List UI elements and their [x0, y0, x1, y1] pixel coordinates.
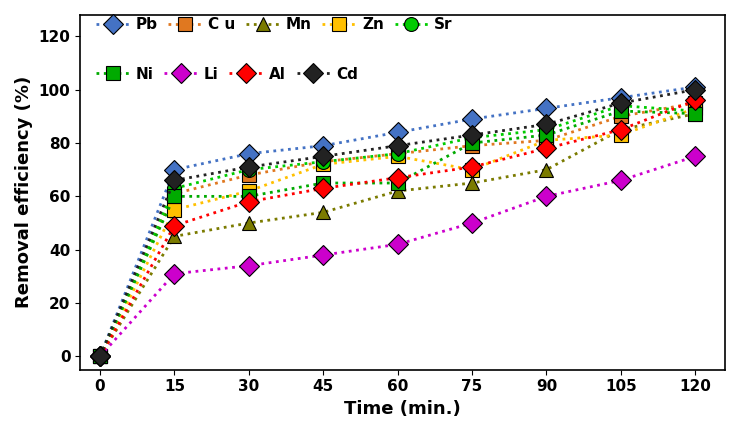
Legend: Ni, Li, Al, Cd: Ni, Li, Al, Cd — [94, 65, 360, 83]
X-axis label: Time (min.): Time (min.) — [344, 400, 461, 418]
Y-axis label: Removal efficiency (%): Removal efficiency (%) — [15, 76, 33, 308]
